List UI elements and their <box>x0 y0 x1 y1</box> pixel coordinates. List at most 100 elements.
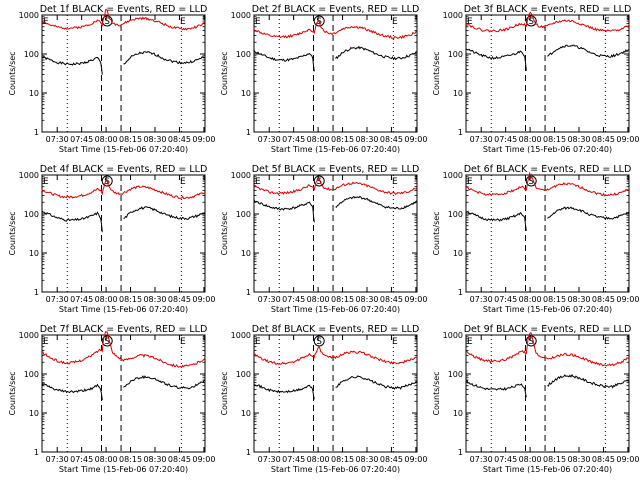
panel-title: Det 4f BLACK = Events, RED = LLD <box>40 164 208 175</box>
y-axis-label: Counts/sec <box>432 211 441 255</box>
x-tick-label: 09:00 <box>404 135 427 144</box>
x-tick-label: 09:00 <box>192 135 215 144</box>
plot-frame <box>253 174 418 293</box>
x-tick-label: 08:00 <box>519 295 542 304</box>
event-marker-circle <box>525 335 537 347</box>
chart-panel-5: Det 5f BLACK = Events, RED = LLD 1 10 100 10… <box>220 164 427 314</box>
lld-series-line <box>41 179 206 200</box>
x-tick-label: 09:00 <box>616 455 639 464</box>
x-tick-label: 08:00 <box>519 135 542 144</box>
event-marker-label: S <box>316 337 322 347</box>
x-tick-label: 09:00 <box>192 455 215 464</box>
event-marker-label: E <box>180 337 186 347</box>
x-tick-label: 08:45 <box>592 135 615 144</box>
y-axis-label: Counts/sec <box>432 371 441 415</box>
x-tick-label: 07:45 <box>70 295 93 304</box>
x-tick-label: 08:00 <box>519 455 542 464</box>
x-tick-label: 08:15 <box>331 135 354 144</box>
plot-frame <box>253 14 418 133</box>
events-series-line <box>41 51 206 75</box>
x-tick-label: 08:30 <box>143 455 166 464</box>
event-marker-circle <box>525 15 537 27</box>
y-tick-label: 1000 <box>231 171 251 180</box>
x-tick-label: 07:30 <box>258 295 281 304</box>
x-tick-label: 07:45 <box>70 455 93 464</box>
chart-panel-8: Det 8f BLACK = Events, RED = LLD 1 10 100 10… <box>220 324 427 474</box>
event-marker-label: E <box>467 177 473 187</box>
x-axis-label: Start Time (15-Feb-06 07:20:40) <box>271 145 400 154</box>
y-tick-label: 100 <box>236 210 251 219</box>
x-tick-label: 08:30 <box>143 295 166 304</box>
x-tick-label: 08:15 <box>331 295 354 304</box>
y-tick-label: 1000 <box>19 11 39 20</box>
x-tick-label: 07:30 <box>470 135 493 144</box>
event-marker-label: E <box>180 177 186 187</box>
event-marker-label: E <box>604 337 610 347</box>
x-tick-label: 08:45 <box>168 135 191 144</box>
x-tick-label: 09:00 <box>404 455 427 464</box>
y-tick-label: 10 <box>453 89 463 98</box>
y-axis-label: Counts/sec <box>8 211 17 255</box>
x-axis-label: Start Time (15-Feb-06 07:20:40) <box>59 145 188 154</box>
x-tick-label: 08:00 <box>95 295 118 304</box>
panel-title: Det 8f BLACK = Events, RED = LLD <box>252 324 420 335</box>
y-tick-label: 1000 <box>19 331 39 340</box>
x-tick-label: 08:45 <box>380 295 403 304</box>
x-tick-label: 08:30 <box>355 135 378 144</box>
plot-frame <box>253 334 418 453</box>
x-tick-label: 09:00 <box>616 135 639 144</box>
lld-series-line <box>465 332 630 367</box>
x-tick-label: 08:00 <box>307 455 330 464</box>
y-tick-label: 100 <box>236 50 251 59</box>
x-tick-label: 07:30 <box>46 295 69 304</box>
y-tick-label: 1000 <box>231 11 251 20</box>
y-axis-label: Counts/sec <box>432 51 441 95</box>
panel-title: Det 6f BLACK = Events, RED = LLD <box>464 164 632 175</box>
event-marker-circle <box>101 335 113 347</box>
x-tick-label: 08:45 <box>168 455 191 464</box>
y-tick-label: 10 <box>453 409 463 418</box>
event-marker-label: S <box>528 17 534 27</box>
x-tick-label: 07:45 <box>494 455 517 464</box>
y-tick-label: 1 <box>246 448 251 457</box>
plot-frame <box>41 14 206 133</box>
x-tick-label: 08:15 <box>119 295 142 304</box>
y-axis-label: Counts/sec <box>220 51 229 95</box>
y-tick-label: 100 <box>236 370 251 379</box>
y-tick-label: 100 <box>448 50 463 59</box>
event-marker-circle <box>313 15 325 27</box>
x-axis-label: Start Time (15-Feb-06 07:20:40) <box>483 305 612 314</box>
y-tick-label: 1000 <box>443 171 463 180</box>
x-tick-label: 08:45 <box>592 455 615 464</box>
x-tick-label: 07:45 <box>70 135 93 144</box>
event-marker-label: E <box>43 17 49 27</box>
lld-series-line <box>253 19 418 40</box>
event-marker-label: E <box>467 17 473 27</box>
y-tick-label: 1000 <box>231 331 251 340</box>
chart-panel-4: Det 4f BLACK = Events, RED = LLD 1 10 100 10… <box>8 164 215 314</box>
event-marker-label: E <box>392 17 398 27</box>
event-marker-label: E <box>43 337 49 347</box>
event-marker-label: E <box>43 177 49 187</box>
x-tick-label: 07:45 <box>494 295 517 304</box>
event-marker-label: E <box>180 17 186 27</box>
chart-panel-1: Det 1f BLACK = Events, RED = LLD 1 10 100 10… <box>8 4 215 154</box>
events-series-line <box>465 373 630 398</box>
y-tick-label: 1 <box>458 128 463 137</box>
panel-title: Det 5f BLACK = Events, RED = LLD <box>252 164 420 175</box>
y-tick-label: 100 <box>24 370 39 379</box>
event-marker-label: E <box>392 337 398 347</box>
plot-frame <box>465 174 630 293</box>
x-tick-label: 08:15 <box>543 295 566 304</box>
chart-panel-3: Det 3f BLACK = Events, RED = LLD 1 10 100 10… <box>432 4 639 154</box>
chart-panel-7: Det 7f BLACK = Events, RED = LLD 1 10 100 10… <box>8 324 215 474</box>
x-tick-label: 09:00 <box>616 295 639 304</box>
x-tick-label: 08:30 <box>567 295 590 304</box>
x-axis-label: Start Time (15-Feb-06 07:20:40) <box>483 465 612 474</box>
events-series-line <box>465 44 630 71</box>
x-tick-label: 09:00 <box>404 295 427 304</box>
y-tick-label: 1 <box>246 128 251 137</box>
x-tick-label: 08:45 <box>592 295 615 304</box>
x-tick-label: 07:45 <box>282 135 305 144</box>
